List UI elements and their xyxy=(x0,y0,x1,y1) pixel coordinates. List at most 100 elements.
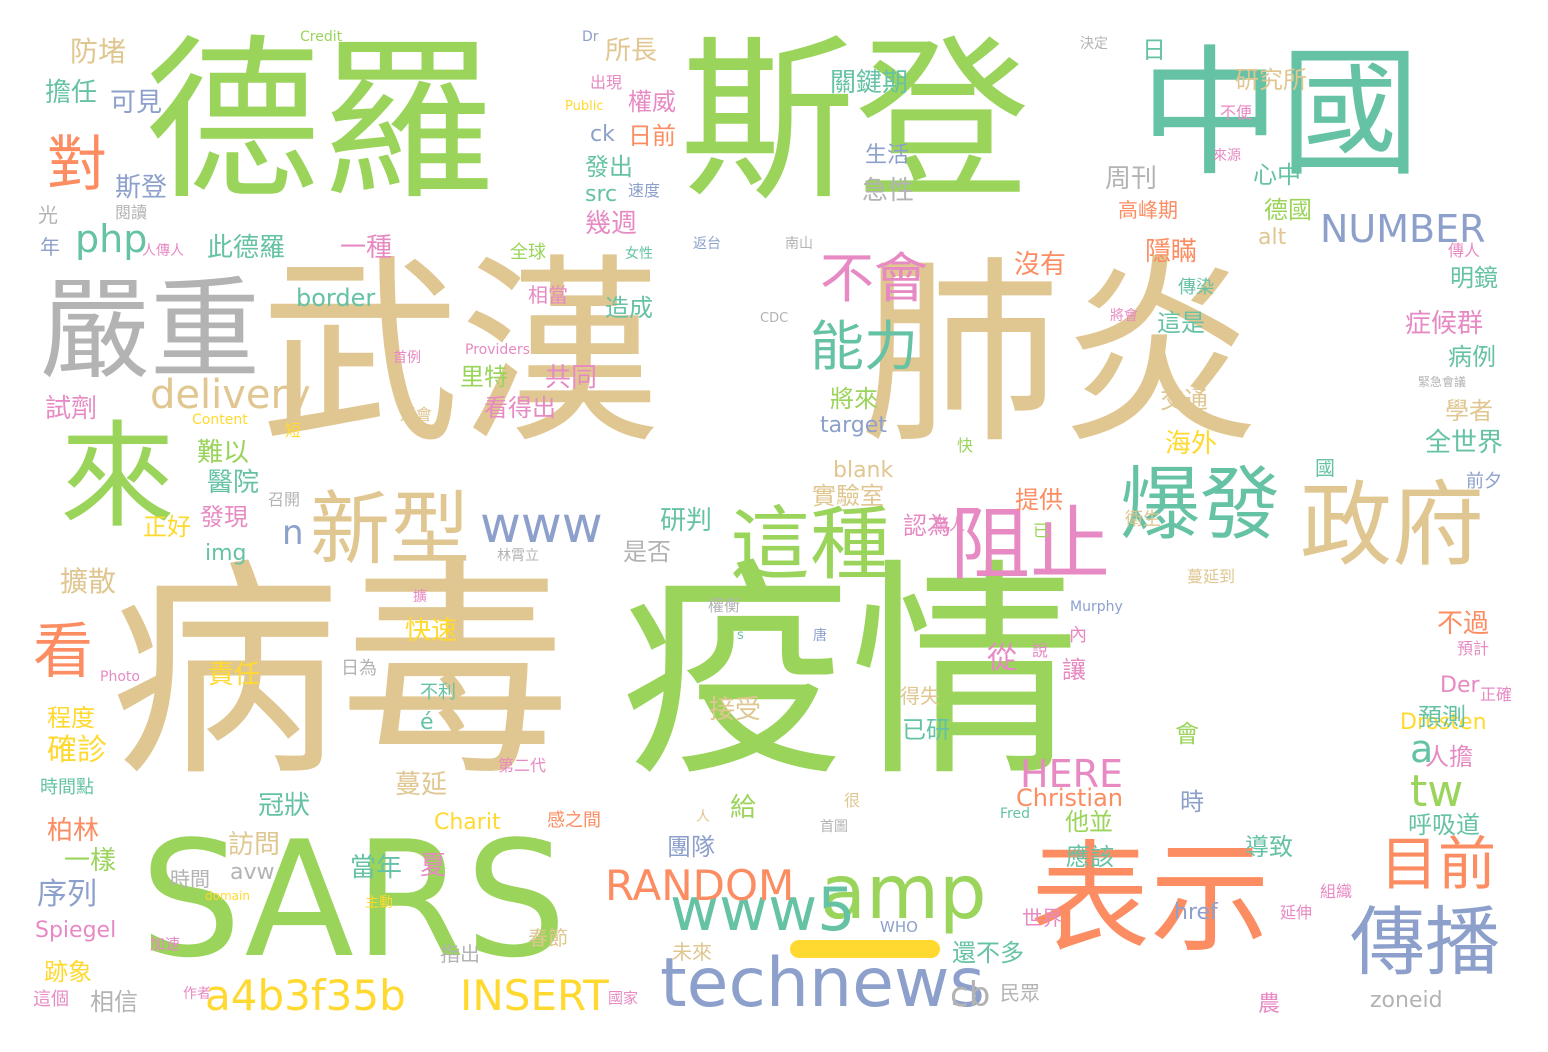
word-u7d66: 給 xyxy=(730,793,757,823)
word-u6797u9704u7acb: 林霄立 xyxy=(497,548,539,564)
word-a: a xyxy=(1410,727,1434,771)
word-u51fau73fe: 出現 xyxy=(590,73,623,92)
word-u53ecu958b: 召開 xyxy=(268,490,301,509)
word-s: s xyxy=(737,628,744,643)
word-u9020u6210: 造成 xyxy=(605,294,653,322)
word-u4f86u6e90: 來源 xyxy=(1213,148,1241,164)
word-u96e3u4ee5: 難以 xyxy=(197,438,250,468)
word-border: border xyxy=(296,284,376,312)
word-u5df2: 已 xyxy=(1033,521,1050,540)
word-u5468u520a: 周刊 xyxy=(1105,164,1158,194)
word-u590f: 夏 xyxy=(420,851,447,881)
word-u5fb7u7f85: 德羅 xyxy=(145,21,495,224)
word-blank: blank xyxy=(833,458,894,483)
word-u65e5u70ba: 日為 xyxy=(341,658,377,679)
word-u8b93: 讓 xyxy=(1062,656,1086,684)
word-u662fu5426: 是否 xyxy=(623,538,671,566)
word-u9084u4e0du591a: 還不多 xyxy=(952,939,1024,967)
word-u570b: 國 xyxy=(1315,456,1335,480)
word-u64f4: 擴 xyxy=(413,589,427,605)
word-u8cacu4efb: 責任 xyxy=(208,660,261,690)
word-u8513u5ef6u5230: 蔓延到 xyxy=(1187,567,1236,586)
word-u61c9u8a72: 應該 xyxy=(1066,843,1114,871)
word-www: www xyxy=(480,496,603,554)
word-u5e74: 年 xyxy=(40,235,60,259)
word-content: Content xyxy=(192,412,248,428)
word-u5171u540c: 共同 xyxy=(545,363,598,393)
word-amp: amp xyxy=(820,848,987,936)
yellow-dash-mark xyxy=(790,940,940,958)
word-credit: Credit xyxy=(300,29,343,45)
word-u9019u500b: 這個 xyxy=(33,989,69,1010)
word-u6c7au5b9a: 決定 xyxy=(1080,36,1108,52)
word-u767cu73fe: 發現 xyxy=(200,503,248,531)
word-u9996u5716: 首圖 xyxy=(820,819,848,835)
word-u4e00u7a2e: 一種 xyxy=(340,233,393,263)
word-u770bu5f97u51fa: 看得出 xyxy=(484,394,556,422)
word-photo: Photo xyxy=(100,669,140,685)
word-u5ef6u4f38: 延伸 xyxy=(1280,903,1313,922)
word-u8a66u5291: 試劑 xyxy=(45,394,98,424)
word-u672au4f86: 未來 xyxy=(672,940,712,964)
word-u7814u7a76u6240: 研究所 xyxy=(1235,66,1307,94)
word-domain: domain xyxy=(205,889,250,903)
word-u751fu6d3b: 生活 xyxy=(865,143,910,168)
word-u6c11u773e: 民眾 xyxy=(1000,981,1040,1005)
word-u80fdu529b: 能力 xyxy=(810,315,918,378)
word-alt: alt xyxy=(1258,225,1287,250)
word-u6642u9593: 時間 xyxy=(170,867,210,891)
word-u52a0u901f: 加速 xyxy=(150,935,181,953)
word-u6b63u597d: 正好 xyxy=(143,513,191,541)
word-u885bu751f: 衛生 xyxy=(1125,509,1161,530)
word-u7b2cu4e8cu4ee3: 第二代 xyxy=(498,756,547,775)
word-u50b3u67d3: 傳染 xyxy=(1178,277,1214,298)
word-u9810u8a08: 預計 xyxy=(1457,639,1490,658)
word-u7206u767c: 爆發 xyxy=(1120,458,1280,551)
word-u570bu5bb6: 國家 xyxy=(608,989,639,1007)
word-u65e5u524d: 日前 xyxy=(628,122,676,150)
word-cb: cb xyxy=(950,975,991,1015)
word-cdc: CDC xyxy=(760,311,789,326)
word-u4e3bu52d5: 主動 xyxy=(365,895,393,911)
word-u767cu51fa: 發出 xyxy=(585,153,633,181)
word-a4b3f35b: a4b3f35b xyxy=(205,971,406,1020)
word-u5feb: 快 xyxy=(957,436,974,455)
word-u5718u968a: 團隊 xyxy=(667,833,715,861)
word-u6d77u5916: 海外 xyxy=(1165,429,1218,459)
word-u51a0u72c0: 冠狀 xyxy=(258,791,311,821)
word-u78bau8a3a: 確診 xyxy=(47,733,107,768)
word-www5: www5 xyxy=(670,875,856,945)
word-ck: ck xyxy=(590,122,615,147)
word-u8fd4u53f0: 返台 xyxy=(693,236,721,252)
word-u770b: 看 xyxy=(33,617,93,687)
word-christian: Christian xyxy=(1016,784,1124,812)
word-u4ebau50b3u4eba: 人傳人 xyxy=(142,243,184,259)
word-u524du5915: 前夕 xyxy=(1466,471,1502,492)
word-u65afu767b: 斯登 xyxy=(680,21,1030,224)
word-u5357u5c71: 南山 xyxy=(785,236,813,252)
word-u8a8du70ba: 認為 xyxy=(903,512,951,540)
word-u5df2u7814: 已研 xyxy=(902,716,950,744)
word-u963bu6b62: 阻止 xyxy=(950,498,1110,591)
word-u91ccu7279: 里特 xyxy=(460,363,508,391)
word-u9084u6703: 還會 xyxy=(400,405,433,424)
word-u5c0eu81f4: 導致 xyxy=(1245,833,1293,861)
word-u5e7eu9031: 幾週 xyxy=(585,209,638,239)
word-u5168u7403: 全球 xyxy=(510,242,546,263)
word-u9019u662f: 這是 xyxy=(1157,309,1205,337)
word-u6025u6027: 急性 xyxy=(862,176,915,206)
word-u4f5cu8005: 作者 xyxy=(183,986,211,1002)
word-u7576u5e74: 當年 xyxy=(350,853,403,883)
word-u660eu93e1: 明鏡 xyxy=(1450,264,1498,292)
word-u96b1u779e: 隱瞞 xyxy=(1145,237,1198,267)
word-u8fb2: 農 xyxy=(1258,992,1281,1017)
word-u6b66u6f22: 武漢 xyxy=(260,238,661,471)
word-u901fu5ea6: 速度 xyxy=(628,181,661,200)
word-u75c5u4f8b: 病例 xyxy=(1448,343,1496,371)
word-u5e8fu5217: 序列 xyxy=(37,877,97,912)
word-u8aaa: 說 xyxy=(1032,641,1049,660)
word-u76f8u7576: 相當 xyxy=(528,283,568,307)
word-u76eeu524d: 目前 xyxy=(1380,830,1497,898)
word-u8de1u8c61: 跡象 xyxy=(44,958,92,986)
